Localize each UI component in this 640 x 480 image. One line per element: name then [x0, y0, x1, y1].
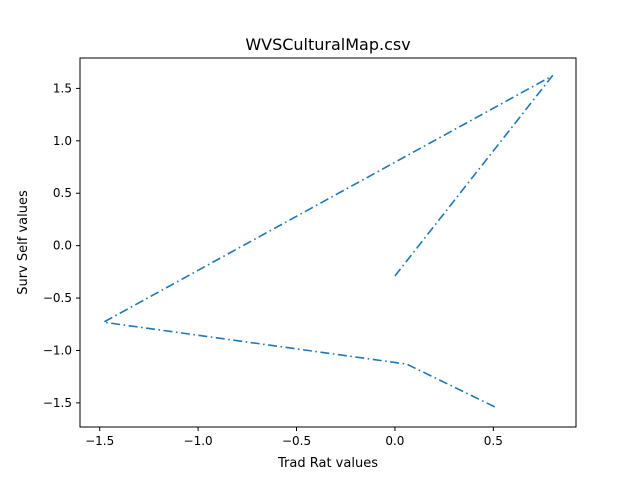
- y-axis-label: Surv Self values: [16, 190, 31, 295]
- x-tick-label: −1.0: [184, 434, 213, 448]
- y-axis: −1.5 −1.0 −0.5 0.0 0.5 1.0 1.5: [43, 81, 80, 410]
- y-tick-label: −1.5: [43, 396, 72, 410]
- x-tick-label: 0.0: [385, 434, 404, 448]
- plot-area: [79, 57, 577, 428]
- chart-title: WVSCulturalMap.csv: [245, 35, 410, 54]
- axes-frame: [79, 57, 577, 428]
- x-tick-label: 0.5: [484, 434, 503, 448]
- y-tick-label: 0.0: [53, 239, 72, 253]
- y-tick-label: 1.0: [53, 134, 72, 148]
- x-axis: −1.5 −1.0 −0.5 0.0 0.5: [85, 427, 503, 448]
- x-tick-label: −0.5: [282, 434, 311, 448]
- y-tick-label: −0.5: [43, 291, 72, 305]
- x-tick-label: −1.5: [85, 434, 114, 448]
- y-tick-label: −1.0: [43, 343, 72, 357]
- y-tick-label: 1.5: [53, 81, 72, 95]
- x-axis-label: Trad Rat values: [277, 456, 378, 471]
- y-tick-label: 0.5: [53, 186, 72, 200]
